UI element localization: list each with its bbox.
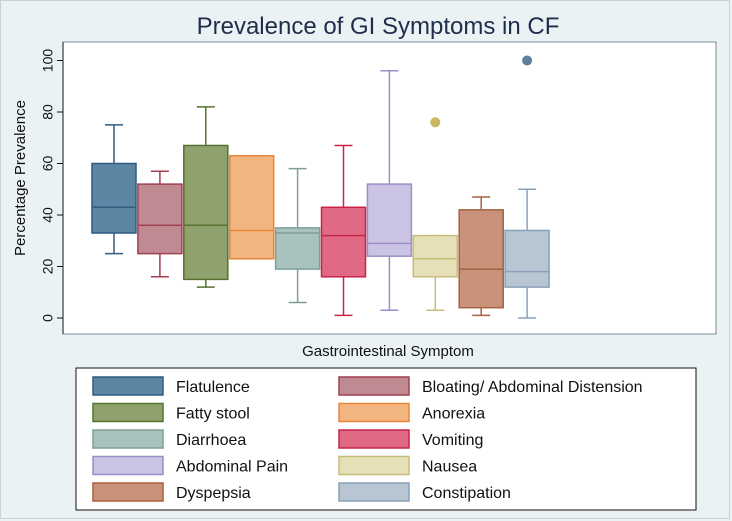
legend-item-7: Abdominal Pain [92,455,288,476]
box-7 [366,70,413,312]
box-6 [320,144,367,317]
box-iqr [91,162,137,234]
box-2 [137,170,183,278]
chart-title: Prevalence of GI Symptoms in CF [197,13,560,40]
legend-item-6: Vomiting [338,429,483,449]
box-5 [274,167,321,304]
box-1 [91,124,137,255]
legend-swatch [92,429,164,449]
outlier-point [430,117,441,128]
box-iqr [274,227,321,270]
box-iqr [366,183,413,257]
legend-swatch [338,429,410,449]
legend-item-9: Dyspepsia [92,482,251,502]
box-iqr [183,144,229,281]
y-tick-label: 60 [40,156,56,172]
box-9 [458,196,504,317]
legend-label: Nausea [422,459,477,476]
x-axis-label: Gastrointestinal Symptom [302,343,474,360]
legend-item-4: Anorexia [338,402,485,423]
legend-items: Flatulence Bloating/ Abdominal Distension… [92,376,643,502]
legend-label: Diarrhoea [176,432,246,449]
box-series [91,55,550,319]
legend-label: Anorexia [422,406,485,423]
legend-item-10: Constipation [338,482,511,502]
legend-item-8: Nausea [338,455,477,476]
legend-label: Bloating/ Abdominal Distension [422,379,643,396]
legend-swatch [92,455,164,476]
legend-swatch [92,402,164,423]
box-iqr [137,183,183,255]
box-3 [183,106,229,288]
y-tick-label: 80 [40,104,56,120]
legend-swatch [338,455,410,476]
legend-label: Constipation [422,485,511,502]
legend-item-3: Fatty stool [92,402,250,423]
legend-item-2: Bloating/ Abdominal Distension [338,376,643,396]
box-iqr [504,229,550,288]
legend-item-1: Flatulence [92,376,250,396]
legend-swatch [338,402,410,423]
legend-item-5: Diarrhoea [92,429,246,449]
legend-label: Flatulence [176,379,250,396]
box-8 [412,117,459,312]
legend-swatch [92,482,164,502]
y-tick-label: 0 [40,314,56,322]
y-axis: 0 20 40 60 80 100 [40,42,64,334]
y-axis-label: Percentage Prevalence [12,100,29,256]
legend-label: Fatty stool [176,406,250,423]
legend-swatch [92,376,164,396]
box-10 [504,55,550,319]
y-tick-label: 40 [40,207,56,223]
y-tick-label: 100 [40,49,56,73]
box-iqr [412,234,459,278]
legend-label: Abdominal Pain [176,459,288,476]
y-tick-label: 20 [40,259,56,275]
legend-swatch [338,376,410,396]
legend-label: Vomiting [422,432,483,449]
outlier-point [522,55,533,66]
box-4 [228,155,275,260]
box-iqr [320,206,367,278]
box-iqr [228,155,275,260]
legend-label: Dyspepsia [176,485,251,502]
box-iqr [458,209,504,309]
legend-swatch [338,482,410,502]
